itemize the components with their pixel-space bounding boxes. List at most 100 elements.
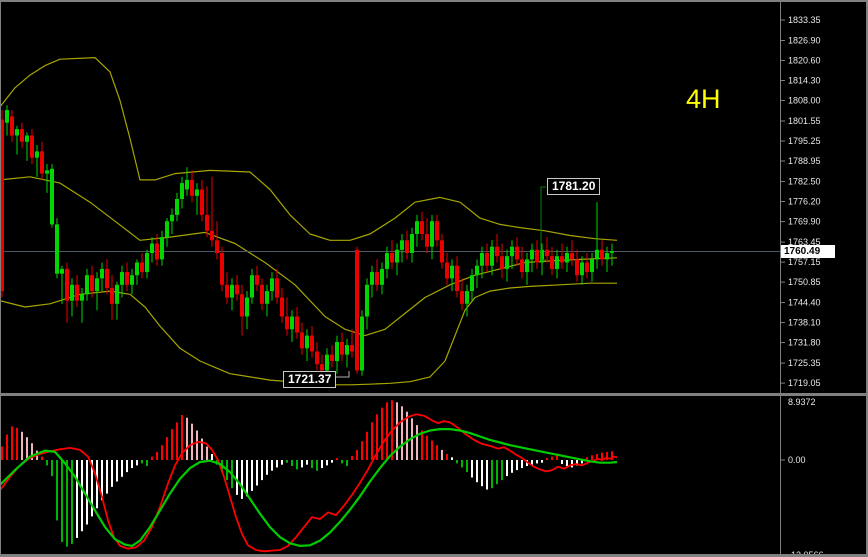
price-axis-tick-label: 1719.05 xyxy=(788,378,821,388)
candle-body xyxy=(505,256,509,269)
candle-body xyxy=(290,316,294,330)
candle-body xyxy=(130,275,134,285)
candle-body xyxy=(10,116,14,136)
candle-body xyxy=(445,262,449,279)
price-axis-tick-label: 1808.00 xyxy=(788,96,821,106)
candle-body xyxy=(240,294,244,317)
candle-body xyxy=(60,268,64,274)
candle-body xyxy=(340,342,344,355)
price-axis-tick-label: 1795.25 xyxy=(788,136,821,146)
candle-body xyxy=(100,268,104,279)
candle-body xyxy=(210,230,214,241)
candle-body xyxy=(200,189,204,215)
bollinger-upper-band xyxy=(0,56,618,241)
candle-body xyxy=(465,291,469,304)
candle-body xyxy=(65,268,69,301)
price-axis-tick-label: 1769.90 xyxy=(788,217,821,227)
price-axis-tick-label: 1833.35 xyxy=(788,15,821,25)
candle-body xyxy=(30,135,34,158)
candle-body xyxy=(435,221,439,241)
candle-body xyxy=(110,288,114,304)
candle-body xyxy=(185,179,189,190)
candle-body xyxy=(40,151,44,174)
candle-body xyxy=(50,168,54,225)
candle-body xyxy=(280,297,284,317)
candle-body xyxy=(325,354,329,371)
price-axis-tick-label: 1820.60 xyxy=(788,56,821,66)
indicator-axis-label: -13.0566 xyxy=(788,550,824,557)
candle-body xyxy=(225,284,229,298)
candle-body xyxy=(530,249,534,260)
price-axis-tick-label: 1826.90 xyxy=(788,36,821,46)
candle-body xyxy=(235,284,239,295)
candle-body xyxy=(5,110,9,123)
candle-body xyxy=(495,246,499,257)
candle-body xyxy=(575,259,579,276)
macd-line xyxy=(0,413,618,553)
candle-body xyxy=(550,256,554,269)
candle-body xyxy=(590,259,594,273)
candle-body xyxy=(75,284,79,301)
candle-body xyxy=(55,224,59,274)
candle-body xyxy=(400,240,404,250)
candle-body xyxy=(45,170,49,174)
candle-body xyxy=(595,249,599,260)
candle-body xyxy=(20,129,24,142)
indicator-axis-label: 8.9372 xyxy=(788,397,816,407)
candle-body xyxy=(140,262,144,273)
candle-body xyxy=(430,221,434,247)
candle-body xyxy=(450,265,454,279)
candle-body xyxy=(345,345,349,355)
candle-body xyxy=(295,316,299,333)
candle-body xyxy=(250,275,254,298)
candle-body xyxy=(330,354,334,361)
price-axis-tick-label: 1731.80 xyxy=(788,338,821,348)
candle-body xyxy=(25,135,29,142)
candle-body xyxy=(510,246,514,257)
candle-body xyxy=(275,278,279,298)
candle-body xyxy=(315,351,319,365)
candle-body xyxy=(215,240,219,253)
candle-body xyxy=(585,262,589,273)
candle-body xyxy=(425,234,429,247)
candle-body xyxy=(70,284,74,301)
candle-body xyxy=(105,268,109,288)
candle-body xyxy=(390,253,394,263)
candle-body xyxy=(150,243,154,253)
window-border-top xyxy=(0,0,868,2)
candle-body xyxy=(475,265,479,276)
panel-separator xyxy=(0,393,868,396)
candle-body xyxy=(335,342,339,361)
candle-body xyxy=(520,259,524,273)
candle-body xyxy=(90,275,94,292)
candle-body xyxy=(300,332,304,349)
candle-body xyxy=(610,251,614,253)
low-annotation-connector xyxy=(333,371,350,378)
candle-body xyxy=(230,284,234,298)
price-axis-tick-label: 1763.45 xyxy=(788,237,821,247)
candle-body xyxy=(395,249,399,263)
candle-body xyxy=(385,253,389,269)
candle-body xyxy=(120,272,124,285)
current-price-badge: 1760.49 xyxy=(781,244,835,258)
candle-body xyxy=(535,249,539,263)
indicator-axis-label: 0.00 xyxy=(788,455,806,465)
candle-body xyxy=(370,272,374,285)
candle-body xyxy=(165,221,169,238)
candle-body xyxy=(455,265,459,292)
candle-body xyxy=(420,221,424,234)
candle-body xyxy=(265,291,269,304)
candle-body xyxy=(255,275,259,285)
low-price-annotation: 1721.37 xyxy=(283,371,337,388)
candle-body xyxy=(565,253,569,263)
candle-body xyxy=(470,275,474,292)
candle-body xyxy=(500,256,504,269)
candle-body xyxy=(155,243,159,260)
candle-body xyxy=(145,253,149,273)
candle-body xyxy=(190,179,194,196)
candle-body xyxy=(545,249,549,257)
candle-body xyxy=(85,275,89,295)
macd-signal-line xyxy=(0,428,618,548)
